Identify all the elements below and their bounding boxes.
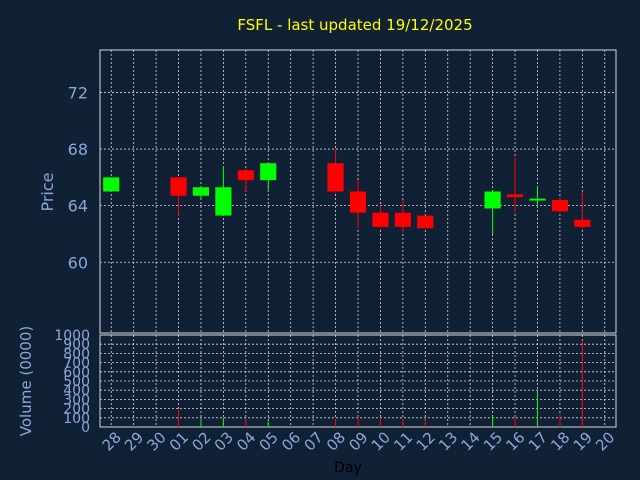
candle xyxy=(506,157,524,213)
candle xyxy=(192,187,210,199)
volume-y-tick-label: 1000 xyxy=(54,328,90,344)
volume-x-axis-label: Day xyxy=(334,460,362,476)
candle-body xyxy=(551,199,568,212)
volume-bars xyxy=(110,340,583,427)
volume-gridlines xyxy=(100,334,616,428)
volume-y-axis-label: Volume (0000) xyxy=(17,326,35,436)
candle xyxy=(417,215,434,229)
price-panel: 60 64 68 72 Price xyxy=(38,49,617,334)
candle-body xyxy=(484,191,501,209)
candle-body xyxy=(192,187,210,196)
candle-body xyxy=(394,212,411,227)
x-tick-label: 20 xyxy=(592,428,618,454)
candle xyxy=(170,177,187,216)
candle xyxy=(103,177,120,192)
candle-body xyxy=(417,215,434,229)
chart-title: FSFL - last updated 19/12/2025 xyxy=(237,16,472,34)
candle xyxy=(394,199,411,233)
volume-y-tick-label: 800 xyxy=(63,346,90,362)
candle-body xyxy=(349,191,367,213)
candle-body xyxy=(372,212,389,227)
candle-body xyxy=(260,163,277,181)
candle xyxy=(372,205,389,229)
candle xyxy=(327,149,344,193)
price-candles xyxy=(103,149,591,234)
volume-y-tick-label: 700 xyxy=(63,356,90,372)
volume-y-tick-label: 400 xyxy=(63,383,90,399)
volume-y-tick-label: 500 xyxy=(63,374,90,390)
candle-body xyxy=(170,177,187,196)
candle xyxy=(260,163,277,192)
candle-body xyxy=(327,163,344,192)
candle xyxy=(529,185,546,208)
candle-body xyxy=(237,170,254,181)
candle xyxy=(349,180,367,229)
volume-y-tick-label: 600 xyxy=(63,365,90,381)
candle-body xyxy=(103,177,120,192)
price-y-tick-label: 68 xyxy=(68,140,88,159)
candle-body xyxy=(574,219,591,227)
candle xyxy=(215,166,232,216)
volume-y-tick-label: 900 xyxy=(63,337,90,353)
price-y-tick-label: 64 xyxy=(68,197,88,216)
volume-y-tick-label: 0 xyxy=(81,420,90,436)
price-y-tick-label: 72 xyxy=(68,83,88,102)
volume-y-tick-label: 100 xyxy=(63,411,90,427)
candle-body xyxy=(506,194,524,198)
volume-y-tick-label: 200 xyxy=(63,402,90,418)
volume-y-tick-label: 300 xyxy=(63,392,90,408)
candle-body xyxy=(529,198,546,201)
candle-body xyxy=(215,187,232,216)
candle xyxy=(551,197,568,213)
candle xyxy=(574,191,591,229)
price-y-axis-label: Price xyxy=(38,172,57,211)
price-y-tick-label: 60 xyxy=(68,253,88,272)
day-x-tick-labels: 2829300102030405060708091011121314151617… xyxy=(99,428,619,454)
candle xyxy=(484,190,501,234)
candle xyxy=(237,168,254,192)
price-y-tick-labels: 60 64 68 72 xyxy=(68,83,88,272)
